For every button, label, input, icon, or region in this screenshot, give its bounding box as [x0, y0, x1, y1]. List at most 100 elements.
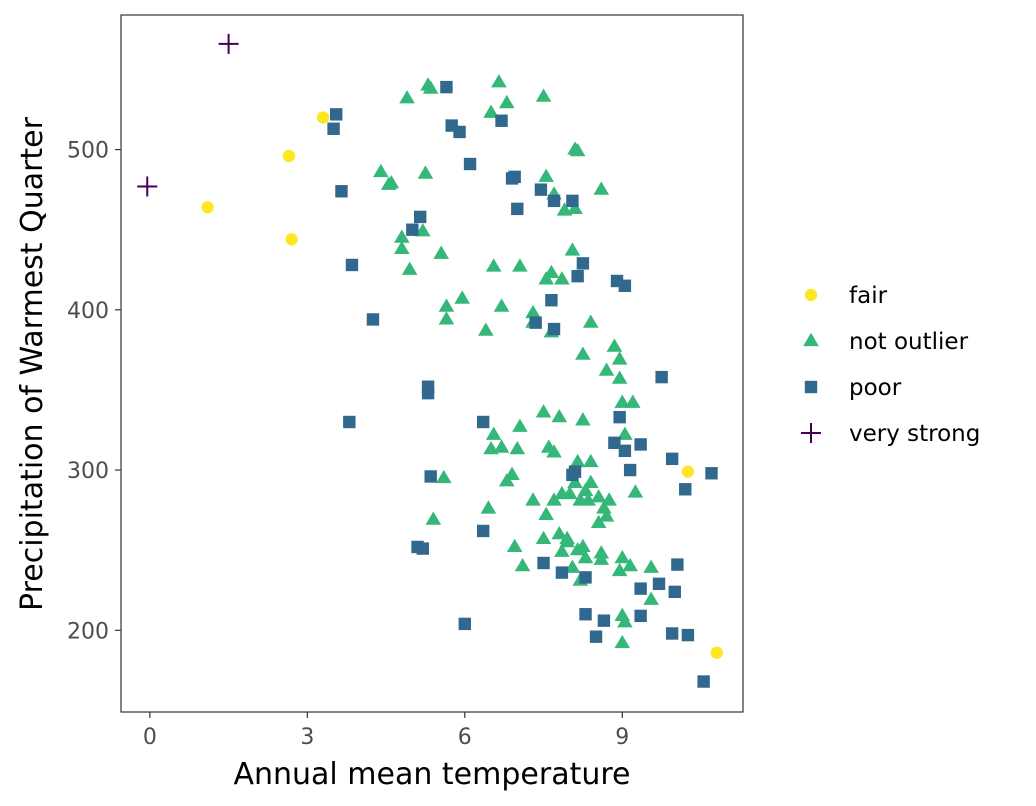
data-point-not-outlier: [551, 408, 568, 423]
data-point-not-outlier: [567, 200, 583, 214]
data-point-not-outlier: [512, 418, 528, 432]
y-tick-label: 500: [67, 139, 109, 164]
data-point-poor: [613, 410, 626, 424]
data-point-poor: [424, 470, 437, 483]
data-point-not-outlier: [643, 559, 659, 573]
data-point-not-outlier: [575, 538, 591, 553]
data-point-not-outlier: [394, 240, 410, 255]
data-point-poor: [495, 114, 508, 127]
data-point-not-outlier: [567, 474, 583, 488]
data-point-not-outlier: [614, 394, 631, 408]
legend-key-not-outlier: [803, 332, 819, 347]
data-point-not-outlier: [582, 314, 599, 328]
data-point-poor: [440, 80, 453, 94]
data-point-poor: [566, 194, 579, 208]
data-point-not-outlier: [483, 104, 499, 118]
y-tick-label: 200: [67, 619, 109, 644]
data-point-not-outlier: [454, 290, 470, 304]
data-point-not-outlier: [401, 261, 418, 275]
data-point-not-outlier: [399, 90, 415, 104]
data-point-poor: [634, 609, 647, 623]
data-point-poor: [668, 585, 681, 599]
data-point-very-strong: [137, 176, 158, 197]
data-point-not-outlier: [582, 453, 599, 468]
data-point-poor: [623, 463, 637, 477]
data-point-poor: [652, 577, 666, 591]
data-point-poor: [618, 444, 632, 458]
legend-label: poor: [849, 375, 902, 401]
x-tick-label: 6: [458, 725, 472, 750]
data-point-poor: [534, 183, 548, 196]
data-point-not-outlier: [493, 298, 510, 312]
data-point-poor: [589, 630, 603, 643]
plot-panel: [120, 14, 744, 713]
data-point-not-outlier: [417, 165, 434, 179]
data-point-not-outlier: [561, 485, 578, 500]
axes: 0 3 6 9 200 300 400 500: [67, 139, 629, 750]
data-point-not-outlier: [590, 489, 607, 503]
data-point-not-outlier: [617, 614, 633, 628]
y-tick-label: 300: [67, 459, 109, 484]
data-point-not-outlier: [383, 175, 400, 189]
data-point-poor: [545, 294, 558, 307]
x-tick-label: 3: [300, 725, 314, 750]
data-point-poor: [579, 608, 592, 621]
data-point-not-outlier: [575, 346, 591, 360]
data-point-fair: [201, 201, 214, 214]
data-point-not-outlier: [554, 271, 570, 285]
y-tick-label: 400: [67, 299, 109, 324]
data-point-not-outlier: [499, 94, 515, 109]
data-point-poor: [618, 279, 632, 292]
data-point-not-outlier: [415, 223, 431, 237]
data-point-poor: [416, 542, 430, 555]
data-point-not-outlier: [438, 298, 455, 312]
x-tick-label: 9: [615, 725, 629, 750]
data-point-not-outlier: [590, 514, 607, 529]
data-point-not-outlier: [525, 304, 541, 319]
data-point-fair: [316, 111, 330, 124]
data-point-not-outlier: [593, 551, 610, 565]
data-point-not-outlier: [577, 549, 594, 564]
data-point-not-outlier: [598, 362, 615, 376]
data-point-poor: [463, 157, 477, 171]
legend-label: very strong: [849, 421, 980, 447]
data-point-not-outlier: [643, 591, 659, 605]
data-point-poor: [665, 452, 679, 466]
data-point-not-outlier: [485, 426, 502, 440]
data-point-poor: [705, 467, 718, 480]
legend: fair not outlier poor very strong: [801, 283, 980, 447]
data-point-not-outlier: [624, 394, 641, 408]
data-point-not-outlier: [538, 506, 554, 521]
data-point-not-outlier: [493, 439, 510, 453]
data-point-not-outlier: [559, 530, 575, 545]
data-point-poor: [547, 194, 561, 208]
data-point-not-outlier: [596, 500, 612, 514]
data-point-not-outlier: [606, 338, 623, 352]
data-point-poor: [571, 269, 584, 283]
data-point-poor: [671, 558, 684, 571]
data-point-fair: [710, 646, 723, 659]
data-point-poor: [555, 566, 569, 579]
legend-key-very-strong: [801, 423, 821, 443]
data-point-not-outlier: [485, 258, 502, 272]
data-point-poor: [608, 436, 621, 450]
data-point-not-outlier: [491, 74, 507, 88]
legend-label: not outlier: [849, 329, 969, 355]
data-point-not-outlier: [611, 351, 628, 365]
data-point-poor: [679, 483, 692, 496]
data-point-poor: [634, 438, 647, 451]
data-point-poor: [343, 415, 356, 429]
data-point-fair: [681, 465, 695, 478]
data-points: [137, 33, 723, 688]
data-point-poor: [566, 468, 579, 482]
data-point-not-outlier: [614, 549, 631, 564]
data-point-not-outlier: [614, 634, 631, 649]
data-point-not-outlier: [506, 538, 523, 553]
data-point-poor: [655, 370, 668, 384]
data-point-fair: [285, 233, 298, 246]
data-point-not-outlier: [543, 264, 560, 279]
data-point-not-outlier: [538, 168, 554, 182]
data-point-not-outlier: [546, 444, 562, 458]
y-axis-title: Precipitation of Warmest Quarter: [15, 116, 50, 611]
data-point-not-outlier: [525, 492, 541, 506]
